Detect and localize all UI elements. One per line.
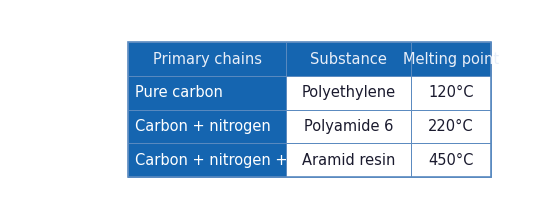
Text: Carbon + nitrogen + benzene: Carbon + nitrogen + benzene bbox=[135, 153, 355, 168]
Bar bbox=[286, 42, 411, 76]
Text: Pure carbon: Pure carbon bbox=[135, 85, 223, 100]
Text: 220°C: 220°C bbox=[428, 119, 474, 134]
Bar bbox=[286, 144, 411, 177]
Bar bbox=[129, 42, 491, 177]
Bar bbox=[411, 76, 491, 110]
Bar bbox=[411, 144, 491, 177]
Bar bbox=[129, 76, 286, 110]
Text: 450°C: 450°C bbox=[428, 153, 474, 168]
Bar bbox=[129, 144, 286, 177]
Bar bbox=[286, 76, 411, 110]
Text: 120°C: 120°C bbox=[428, 85, 474, 100]
Text: Aramid resin: Aramid resin bbox=[302, 153, 395, 168]
Text: Polyethylene: Polyethylene bbox=[301, 85, 395, 100]
Bar bbox=[411, 42, 491, 76]
Bar bbox=[411, 110, 491, 144]
Text: Primary chains: Primary chains bbox=[153, 52, 262, 67]
Text: Melting point: Melting point bbox=[403, 52, 499, 67]
Bar bbox=[129, 110, 286, 144]
Bar bbox=[129, 42, 286, 76]
Bar bbox=[286, 110, 411, 144]
Text: Substance: Substance bbox=[310, 52, 387, 67]
Text: Polyamide 6: Polyamide 6 bbox=[304, 119, 393, 134]
Text: Carbon + nitrogen: Carbon + nitrogen bbox=[135, 119, 271, 134]
